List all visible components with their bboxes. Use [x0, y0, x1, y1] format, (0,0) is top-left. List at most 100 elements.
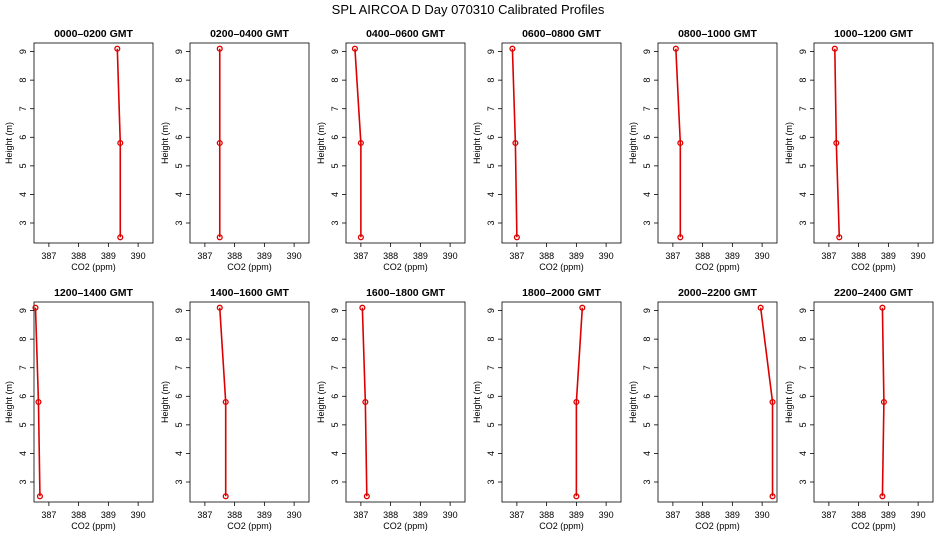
y-tick-label: 5	[18, 422, 28, 427]
x-axis-label: CO2 (ppm)	[71, 262, 116, 272]
x-tick-label: 389	[413, 510, 428, 520]
x-tick-label: 390	[443, 510, 458, 520]
y-tick-label: 5	[486, 422, 496, 427]
x-axis-label: CO2 (ppm)	[851, 262, 896, 272]
x-axis-label: CO2 (ppm)	[383, 521, 428, 531]
y-tick-label: 6	[174, 135, 184, 140]
data-point	[357, 139, 364, 147]
profile-line	[116, 48, 122, 238]
panel-title: 1600–1800 GMT	[366, 287, 445, 299]
y-tick-label: 8	[798, 337, 808, 342]
y-tick-label: 4	[174, 192, 184, 197]
data-point	[769, 398, 776, 406]
y-tick-label: 7	[798, 106, 808, 111]
y-tick-label: 9	[330, 49, 340, 54]
y-tick-label: 5	[174, 163, 184, 168]
x-tick-label: 387	[41, 510, 56, 520]
x-axis-label: CO2 (ppm)	[383, 262, 428, 272]
x-tick-label: 389	[257, 510, 272, 520]
y-axis-label: Height (m)	[316, 122, 326, 164]
y-tick-label: 5	[486, 163, 496, 168]
data-point	[35, 398, 42, 406]
y-tick-label: 7	[330, 365, 340, 370]
x-tick-label: 387	[41, 251, 56, 261]
y-tick-label: 4	[486, 192, 496, 197]
y-tick-label: 9	[18, 49, 28, 54]
y-axis-label: Height (m)	[160, 381, 170, 423]
y-tick-label: 6	[330, 135, 340, 140]
y-tick-label: 7	[18, 106, 28, 111]
x-tick-label: 390	[911, 251, 926, 261]
panel-title: 0000–0200 GMT	[54, 28, 133, 40]
data-point	[216, 139, 223, 147]
y-tick-label: 7	[642, 365, 652, 370]
data-point	[879, 304, 886, 311]
panel-title: 0400–0600 GMT	[366, 28, 445, 40]
profile-line	[759, 307, 774, 497]
x-tick-label: 389	[101, 251, 116, 261]
x-tick-label: 390	[599, 251, 614, 261]
y-tick-label: 6	[798, 135, 808, 140]
x-tick-label: 388	[383, 251, 398, 261]
y-axis-label: Height (m)	[784, 122, 794, 164]
x-axis-label: CO2 (ppm)	[227, 521, 272, 531]
x-tick-label: 390	[131, 510, 146, 520]
y-tick-label: 6	[642, 394, 652, 399]
x-tick-label: 390	[287, 510, 302, 520]
y-tick-label: 8	[174, 78, 184, 83]
x-tick-label: 389	[569, 510, 584, 520]
x-tick-label: 389	[257, 251, 272, 261]
x-tick-label: 388	[695, 251, 710, 261]
y-tick-label: 7	[798, 365, 808, 370]
x-axis-label: CO2 (ppm)	[227, 262, 272, 272]
data-point	[573, 398, 580, 406]
y-tick-label: 5	[642, 163, 652, 168]
y-tick-label: 8	[642, 337, 652, 342]
y-tick-label: 3	[486, 479, 496, 484]
data-point	[677, 234, 684, 241]
x-axis-label: CO2 (ppm)	[539, 262, 584, 272]
panel-title: 2200–2400 GMT	[834, 287, 913, 299]
y-tick-label: 7	[174, 365, 184, 370]
panel-title: 1800–2000 GMT	[522, 287, 601, 299]
y-tick-label: 4	[798, 451, 808, 456]
x-tick-label: 389	[413, 251, 428, 261]
x-tick-label: 387	[353, 510, 368, 520]
data-point	[216, 234, 223, 241]
y-tick-label: 8	[798, 78, 808, 83]
x-tick-label: 390	[599, 510, 614, 520]
data-point	[512, 139, 519, 147]
y-tick-label: 4	[174, 451, 184, 456]
data-point	[117, 234, 124, 241]
x-tick-label: 387	[665, 251, 680, 261]
plot-frame	[189, 301, 310, 503]
x-tick-label: 390	[443, 251, 458, 261]
plot-frame	[657, 301, 778, 503]
y-tick-label: 3	[798, 479, 808, 484]
x-tick-label: 389	[881, 510, 896, 520]
y-tick-label: 9	[486, 49, 496, 54]
y-tick-label: 5	[330, 163, 340, 168]
y-tick-label: 8	[18, 337, 28, 342]
data-point	[222, 398, 229, 406]
data-point	[769, 493, 776, 500]
y-tick-label: 6	[18, 394, 28, 399]
plot-frame	[501, 42, 622, 244]
panel-title: 2000–2200 GMT	[678, 287, 757, 299]
y-tick-label: 4	[642, 451, 652, 456]
y-tick-label: 5	[642, 422, 652, 427]
x-tick-label: 388	[71, 510, 86, 520]
y-tick-label: 3	[486, 220, 496, 225]
data-point	[513, 234, 520, 241]
y-tick-label: 4	[642, 192, 652, 197]
y-axis-label: Height (m)	[628, 122, 638, 164]
y-tick-label: 4	[330, 451, 340, 456]
y-tick-label: 8	[642, 78, 652, 83]
data-point	[836, 234, 843, 241]
y-tick-label: 3	[642, 220, 652, 225]
x-tick-label: 387	[821, 510, 836, 520]
x-tick-label: 390	[911, 510, 926, 520]
y-tick-label: 7	[174, 106, 184, 111]
data-point	[880, 398, 887, 406]
